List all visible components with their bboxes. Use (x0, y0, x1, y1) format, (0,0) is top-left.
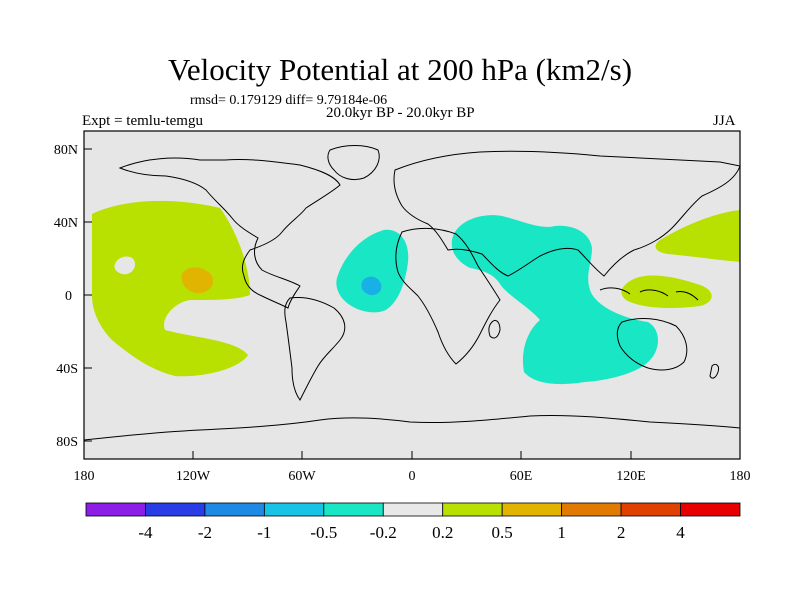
lon-tick-60w: 60W (288, 469, 316, 484)
south-america-coast (284, 297, 346, 401)
indian-ocean-negative-region (451, 215, 658, 385)
lat-tick-80s: 80S (56, 435, 78, 450)
colorbar-swatch-10 (680, 502, 741, 517)
lon-tick-180w: 180 (74, 469, 95, 484)
latitude-axis: 80N 40N 0 40S 80S (54, 143, 92, 450)
central-pacific-positive-region (92, 200, 250, 377)
eurasia-coast (393, 150, 741, 277)
indonesia-coast (599, 287, 699, 301)
lat-tick-40s: 40S (56, 362, 78, 377)
colorbar-label-5: 0.2 (432, 523, 453, 542)
colorbar-swatch-4 (323, 502, 384, 517)
colorbar-label-1: -2 (198, 523, 212, 542)
colorbar-swatch-3 (263, 502, 325, 517)
colorbar-label-3: -0.5 (310, 523, 337, 542)
lon-tick-60e: 60E (510, 469, 533, 484)
colorbar-swatch-2 (204, 502, 265, 517)
lon-tick-180e: 180 (730, 469, 751, 484)
lon-tick-120w: 120W (176, 469, 211, 484)
maritime-continent-positive-region (621, 275, 712, 308)
madagascar-coast (488, 319, 501, 339)
colorbar: -4 -2 -1 -0.5 -0.2 0.2 0.5 1 2 4 (85, 502, 741, 542)
experiment-label: Expt = temlu-temgu (82, 113, 203, 129)
lat-tick-40n: 40N (54, 216, 78, 231)
colorbar-label-9: 4 (676, 523, 685, 542)
negative-anomaly-regions (336, 215, 658, 385)
plot-title: Velocity Potential at 200 hPa (km2/s) (167, 52, 633, 87)
colorbar-label-7: 1 (557, 523, 566, 542)
colorbar-label-2: -1 (257, 523, 271, 542)
rmsd-subtitle: rmsd= 0.179129 diff= 9.79184e-06 (190, 93, 388, 108)
africa-coast (395, 227, 501, 365)
new-zealand-coast (709, 363, 719, 379)
positive-anomaly-regions (92, 200, 740, 377)
colorbar-swatch-7 (501, 502, 563, 517)
colorbar-label-6: 0.5 (492, 523, 513, 542)
colorbar-swatch-6 (442, 502, 503, 517)
lon-tick-120e: 120E (616, 469, 646, 484)
west-pacific-positive-region (655, 210, 740, 262)
coastlines (83, 145, 741, 441)
australia-coast (616, 318, 688, 371)
colorbar-label-0: -4 (138, 523, 153, 542)
lat-tick-0: 0 (65, 289, 72, 304)
atlantic-strong-negative-region (361, 276, 382, 296)
season-label: JJA (713, 113, 736, 129)
mid-pacific-hole (114, 256, 136, 275)
colorbar-swatch-9 (620, 502, 681, 517)
lat-tick-80n: 80N (54, 143, 78, 158)
north-america-coast (118, 157, 341, 309)
antarctica-coast (83, 414, 741, 441)
period-label: 20.0kyr BP - 20.0kyr BP (326, 105, 475, 121)
colorbar-swatch-8 (561, 502, 622, 517)
longitude-axis: 180 120W 60W 0 60E 120E 180 (74, 451, 751, 484)
greenland-coast (327, 145, 380, 181)
colorbar-swatch-1 (145, 502, 206, 517)
colorbar-label-8: 2 (617, 523, 626, 542)
atlantic-negative-region (336, 229, 409, 313)
colorbar-label-4: -0.2 (370, 523, 397, 542)
lon-tick-0: 0 (409, 469, 416, 484)
colorbar-swatch-5 (382, 502, 444, 517)
pacific-strong-positive-region (181, 267, 214, 294)
colorbar-swatch-0 (85, 502, 146, 517)
